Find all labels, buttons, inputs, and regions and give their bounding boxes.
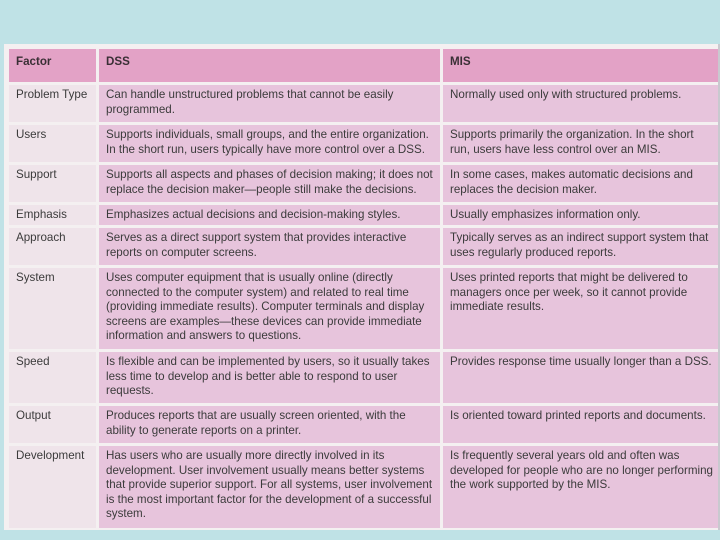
factor-cell: Development <box>9 446 96 528</box>
factor-cell: System <box>9 268 96 349</box>
dss-cell: Has users who are usually more directly … <box>99 446 440 528</box>
dss-cell: Serves as a direct support system that p… <box>99 228 440 265</box>
dss-cell: Supports individuals, small groups, and … <box>99 125 440 162</box>
header-dss: DSS <box>99 49 440 82</box>
table-row: Problem Type Can handle unstructured pro… <box>9 85 720 122</box>
dss-cell: Uses computer equipment that is usually … <box>99 268 440 349</box>
factor-cell: Approach <box>9 228 96 265</box>
table-row: Users Supports individuals, small groups… <box>9 125 720 162</box>
factor-cell: Problem Type <box>9 85 96 122</box>
mis-cell: In some cases, makes automatic decisions… <box>443 165 720 202</box>
factor-cell: Support <box>9 165 96 202</box>
dss-cell: Supports all aspects and phases of decis… <box>99 165 440 202</box>
factor-cell: Emphasis <box>9 205 96 225</box>
table-header-row: Factor DSS MIS <box>9 49 720 82</box>
mis-cell: Usually emphasizes information only. <box>443 205 720 225</box>
right-edge-shadow <box>718 44 720 530</box>
comparison-page: Factor DSS MIS Problem Type Can handle u… <box>4 44 720 531</box>
factor-cell: Output <box>9 406 96 443</box>
mis-cell: Is frequently several years old and ofte… <box>443 446 720 528</box>
table-row: Approach Serves as a direct support syst… <box>9 228 720 265</box>
top-banner <box>0 0 720 44</box>
factor-cell: Users <box>9 125 96 162</box>
table-row: Output Produces reports that are usually… <box>9 406 720 443</box>
mis-cell: Uses printed reports that might be deliv… <box>443 268 720 349</box>
table-row: Emphasis Emphasizes actual decisions and… <box>9 205 720 225</box>
mis-cell: Provides response time usually longer th… <box>443 352 720 403</box>
dss-vs-mis-table: Factor DSS MIS Problem Type Can handle u… <box>6 46 720 531</box>
dss-cell: Produces reports that are usually screen… <box>99 406 440 443</box>
dss-cell: Emphasizes actual decisions and decision… <box>99 205 440 225</box>
factor-cell: Speed <box>9 352 96 403</box>
header-factor: Factor <box>9 49 96 82</box>
table-row: System Uses computer equipment that is u… <box>9 268 720 349</box>
mis-cell: Normally used only with structured probl… <box>443 85 720 122</box>
mis-cell: Typically serves as an indirect support … <box>443 228 720 265</box>
mis-cell: Is oriented toward printed reports and d… <box>443 406 720 443</box>
mis-cell: Supports primarily the organization. In … <box>443 125 720 162</box>
table-row: Development Has users who are usually mo… <box>9 446 720 528</box>
table-row: Speed Is flexible and can be implemented… <box>9 352 720 403</box>
dss-cell: Is flexible and can be implemented by us… <box>99 352 440 403</box>
dss-cell: Can handle unstructured problems that ca… <box>99 85 440 122</box>
table-row: Support Supports all aspects and phases … <box>9 165 720 202</box>
bottom-banner <box>0 530 720 540</box>
header-mis: MIS <box>443 49 720 82</box>
